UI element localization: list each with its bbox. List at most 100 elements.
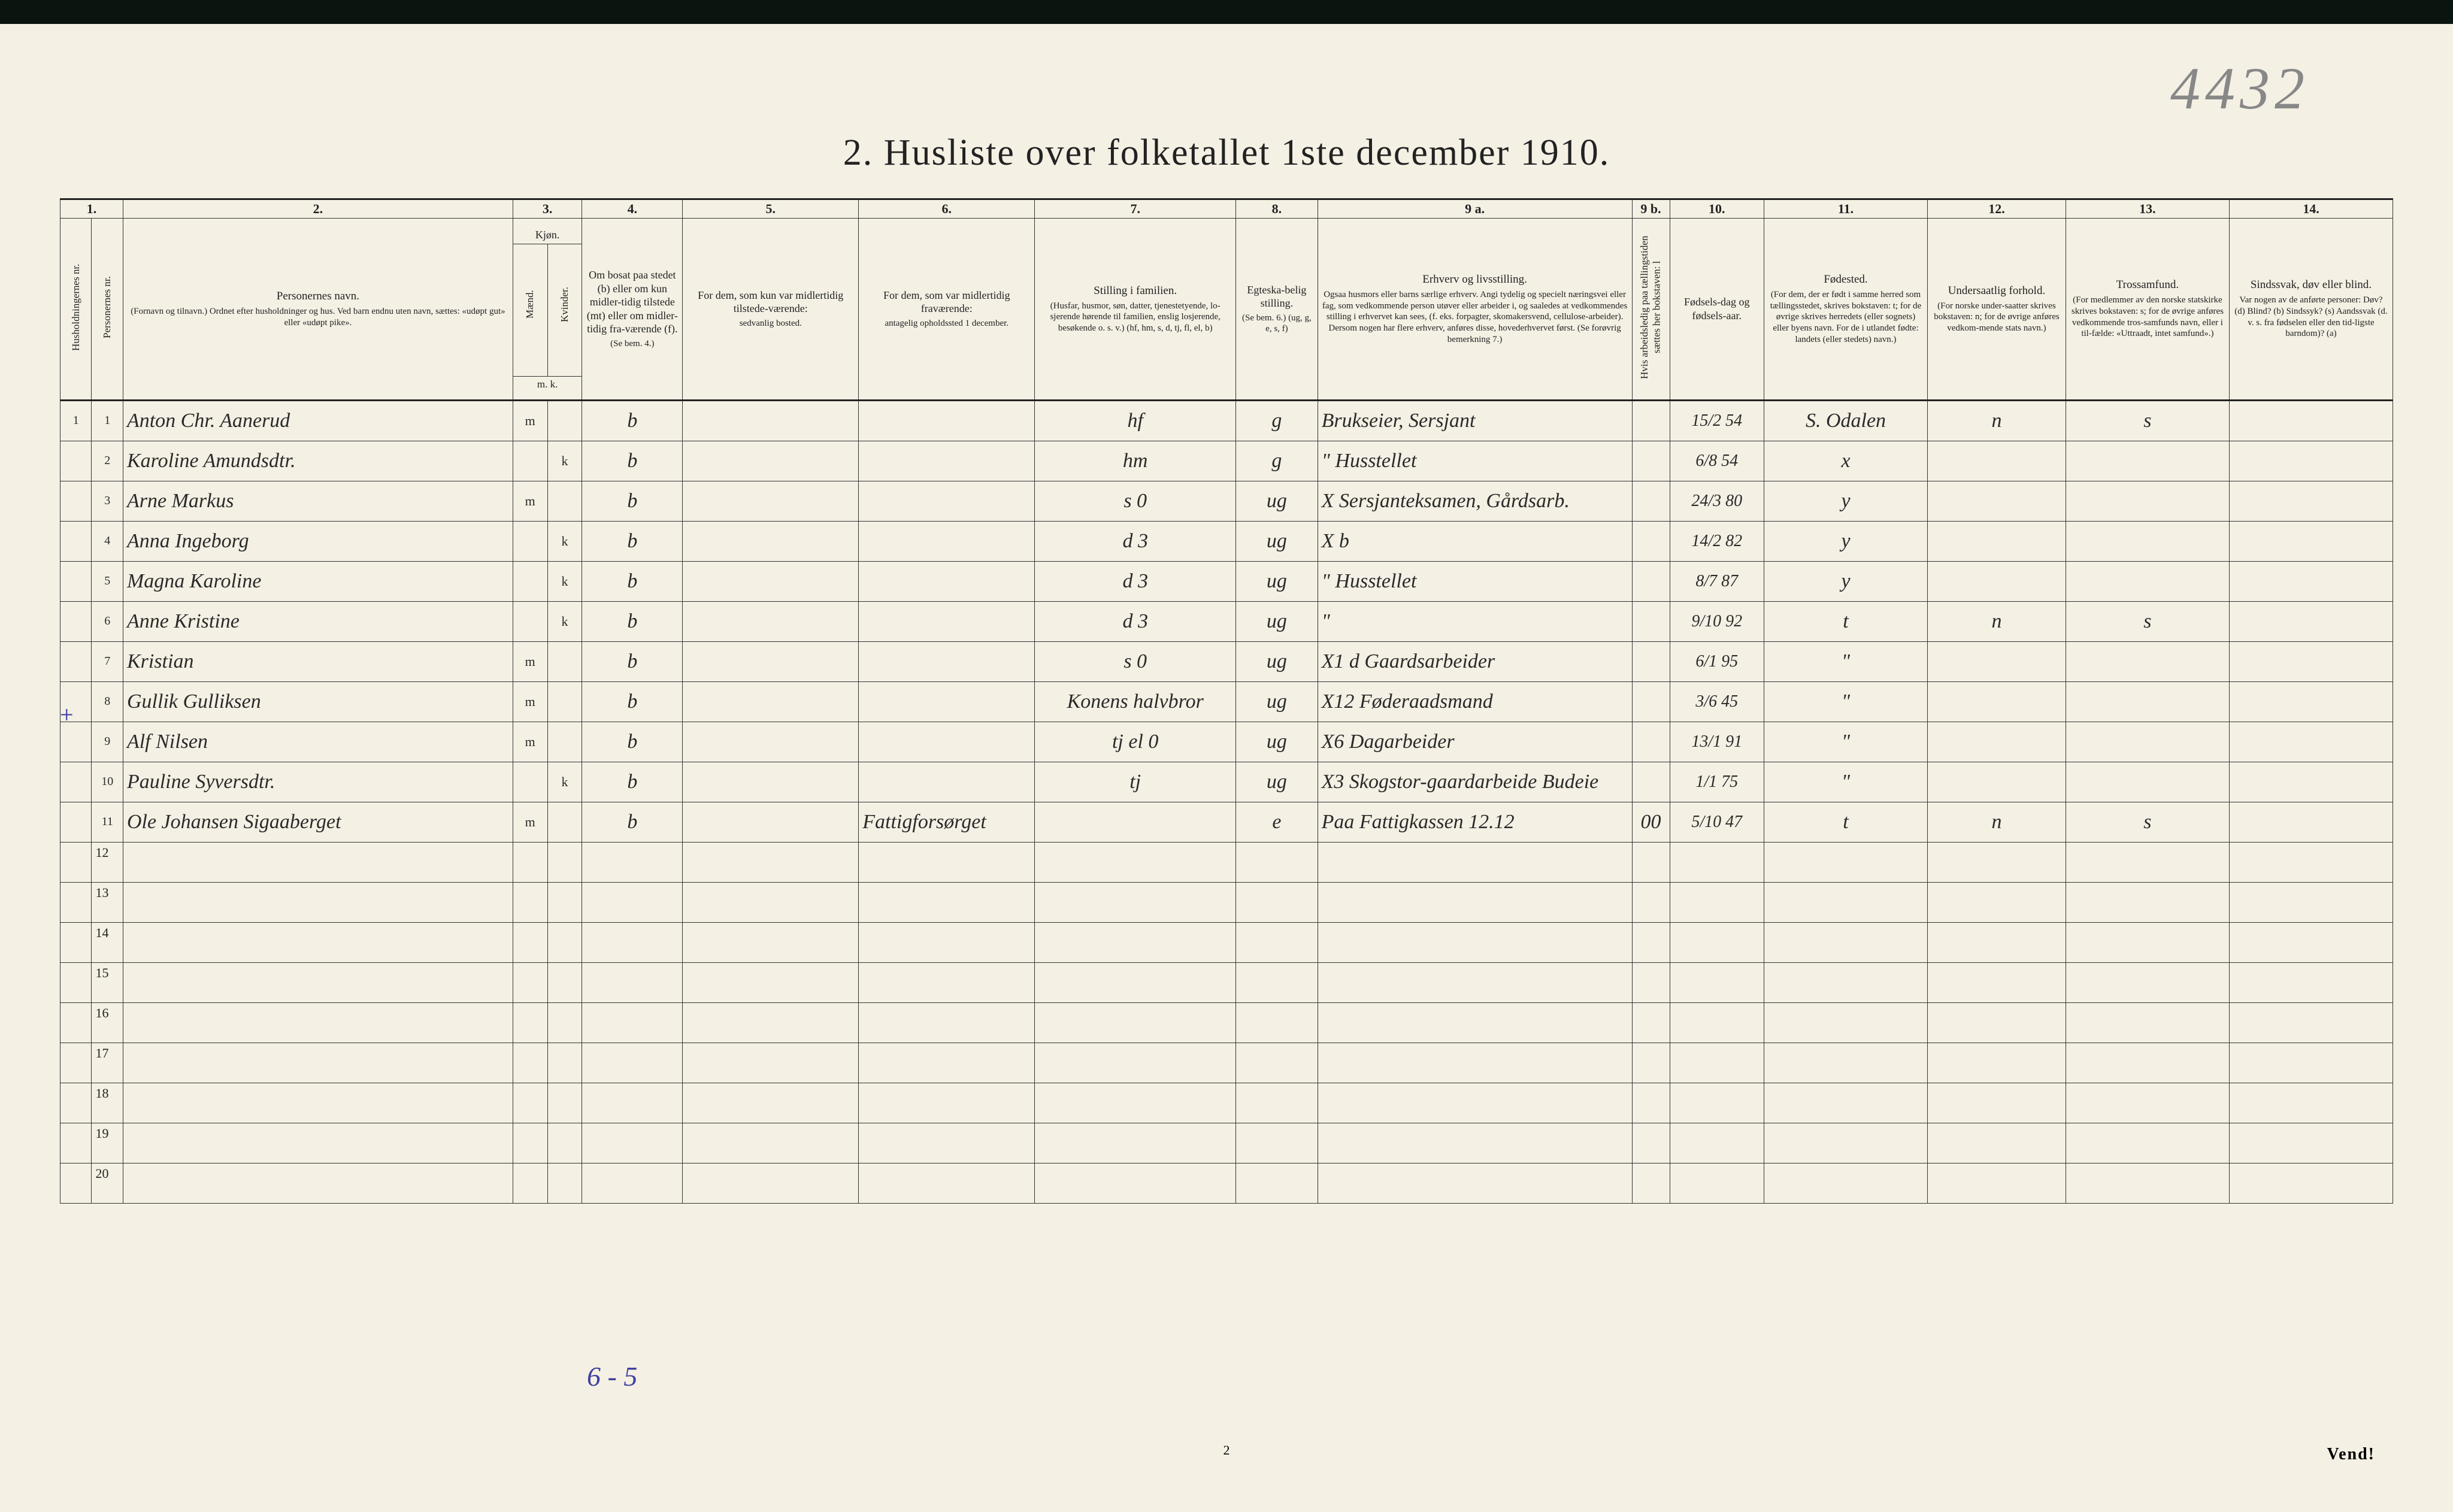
cell-nationality xyxy=(1927,561,2066,601)
cell-birthdate: 1/1 75 xyxy=(1670,762,1764,802)
table-row: 13 xyxy=(60,882,2393,922)
table-row: 15 xyxy=(60,962,2393,1002)
cell-temp-absent xyxy=(859,601,1035,641)
table-row: 2Karoline Amundsdtr.kbhmg" Husstellet6/8… xyxy=(60,441,2393,481)
cell-temp-absent xyxy=(859,561,1035,601)
cell-birthdate: 6/8 54 xyxy=(1670,441,1764,481)
cell-household xyxy=(60,561,92,601)
cell-religion xyxy=(2066,441,2229,481)
cell-disability xyxy=(2229,601,2393,641)
cell-unemployed xyxy=(1632,601,1670,641)
cell-occupation: X3 Skogstor-gaardarbeide Budeie xyxy=(1318,762,1632,802)
table-row: 4Anna Ingeborgkbd 3ugX b14/2 82y xyxy=(60,521,2393,561)
colnum-9a: 9 a. xyxy=(1318,199,1632,219)
cell-religion: s xyxy=(2066,601,2229,641)
cell-name: Gullik Gulliksen xyxy=(123,681,513,722)
cell-disability xyxy=(2229,481,2393,521)
cell-family-pos: tj el 0 xyxy=(1035,722,1236,762)
cell-household xyxy=(60,1002,92,1043)
table-row: 14 xyxy=(60,922,2393,962)
colnum-9b: 9 b. xyxy=(1632,199,1670,219)
cell-occupation: X1 d Gaardsarbeider xyxy=(1318,641,1632,681)
cell-residence: b xyxy=(582,681,683,722)
cell-temp-present xyxy=(683,681,859,722)
cell-family-pos: s 0 xyxy=(1035,481,1236,521)
hdr-10: Fødsels-dag og fødsels-aar. xyxy=(1670,219,1764,401)
cell-sex-k xyxy=(547,400,582,441)
cell-person-nr: 12 xyxy=(92,842,123,882)
cell-disability xyxy=(2229,681,2393,722)
cell-birthplace: y xyxy=(1764,521,1928,561)
cell-occupation: " Husstellet xyxy=(1318,561,1632,601)
cell-family-pos: d 3 xyxy=(1035,521,1236,561)
footer-vend: Vend! xyxy=(2327,1445,2375,1464)
cell-sex-m xyxy=(513,441,547,481)
cell-nationality: n xyxy=(1927,802,2066,842)
table-row: 17 xyxy=(60,1043,2393,1083)
colnum-2: 2. xyxy=(123,199,513,219)
cell-temp-present xyxy=(683,762,859,802)
cell-birthdate: 8/7 87 xyxy=(1670,561,1764,601)
cell-sex-k: k xyxy=(547,441,582,481)
cell-person-nr: 1 xyxy=(92,400,123,441)
cell-sex-m: m xyxy=(513,641,547,681)
cell-person-nr: 13 xyxy=(92,882,123,922)
cell-person-nr: 11 xyxy=(92,802,123,842)
colnum-11: 11. xyxy=(1764,199,1928,219)
cell-sex-k: k xyxy=(547,601,582,641)
cell-person-nr: 5 xyxy=(92,561,123,601)
colnum-8: 8. xyxy=(1236,199,1318,219)
cell-temp-present xyxy=(683,722,859,762)
cell-occupation: Brukseier, Sersjant xyxy=(1318,400,1632,441)
cell-unemployed xyxy=(1632,722,1670,762)
page-title: 2. Husliste over folketallet 1ste decemb… xyxy=(60,132,2393,174)
cell-unemployed xyxy=(1632,481,1670,521)
cell-temp-present xyxy=(683,561,859,601)
cell-family-pos: Konens halvbror xyxy=(1035,681,1236,722)
cell-disability xyxy=(2229,641,2393,681)
cell-birthplace: y xyxy=(1764,481,1928,521)
census-table: 1. 2. 3. 4. 5. 6. 7. 8. 9 a. 9 b. 10. 11… xyxy=(60,198,2393,1204)
cell-temp-absent xyxy=(859,441,1035,481)
cell-household xyxy=(60,802,92,842)
cell-sex-k xyxy=(547,641,582,681)
colnum-4: 4. xyxy=(582,199,683,219)
cell-occupation: X Sersjanteksamen, Gårdsarb. xyxy=(1318,481,1632,521)
cell-household xyxy=(60,762,92,802)
cell-birthdate: 6/1 95 xyxy=(1670,641,1764,681)
cell-family-pos: tj xyxy=(1035,762,1236,802)
table-row: 16 xyxy=(60,1002,2393,1043)
hdr-12: Undersaatlig forhold. (For norske under-… xyxy=(1927,219,2066,401)
cell-family-pos: hf xyxy=(1035,400,1236,441)
cell-unemployed xyxy=(1632,521,1670,561)
cell-birthdate: 13/1 91 xyxy=(1670,722,1764,762)
colnum-10: 10. xyxy=(1670,199,1764,219)
colnum-6: 6. xyxy=(859,199,1035,219)
cell-residence: b xyxy=(582,722,683,762)
cell-marital: ug xyxy=(1236,681,1318,722)
cell-disability xyxy=(2229,521,2393,561)
cell-temp-absent xyxy=(859,722,1035,762)
cell-person-nr: 16 xyxy=(92,1002,123,1043)
cell-marital: ug xyxy=(1236,481,1318,521)
table-row: 12 xyxy=(60,842,2393,882)
cell-birthplace: " xyxy=(1764,762,1928,802)
cell-temp-present xyxy=(683,802,859,842)
hdr-9a: Erhverv og livsstilling. Ogsaa husmors e… xyxy=(1318,219,1632,401)
table-row: 20 xyxy=(60,1163,2393,1203)
cell-marital: ug xyxy=(1236,641,1318,681)
column-number-row: 1. 2. 3. 4. 5. 6. 7. 8. 9 a. 9 b. 10. 11… xyxy=(60,199,2393,219)
cell-religion xyxy=(2066,722,2229,762)
cell-name: Pauline Syversdtr. xyxy=(123,762,513,802)
cell-birthdate: 3/6 45 xyxy=(1670,681,1764,722)
table-row: 8Gullik GulliksenmbKonens halvbrorugX12 … xyxy=(60,681,2393,722)
cell-nationality: n xyxy=(1927,400,2066,441)
cell-marital: ug xyxy=(1236,521,1318,561)
cell-name: Alf Nilsen xyxy=(123,722,513,762)
cell-household xyxy=(60,641,92,681)
cell-nationality xyxy=(1927,722,2066,762)
cell-family-pos: s 0 xyxy=(1035,641,1236,681)
cell-birthdate: 9/10 92 xyxy=(1670,601,1764,641)
cell-person-nr: 2 xyxy=(92,441,123,481)
cell-unemployed xyxy=(1632,681,1670,722)
